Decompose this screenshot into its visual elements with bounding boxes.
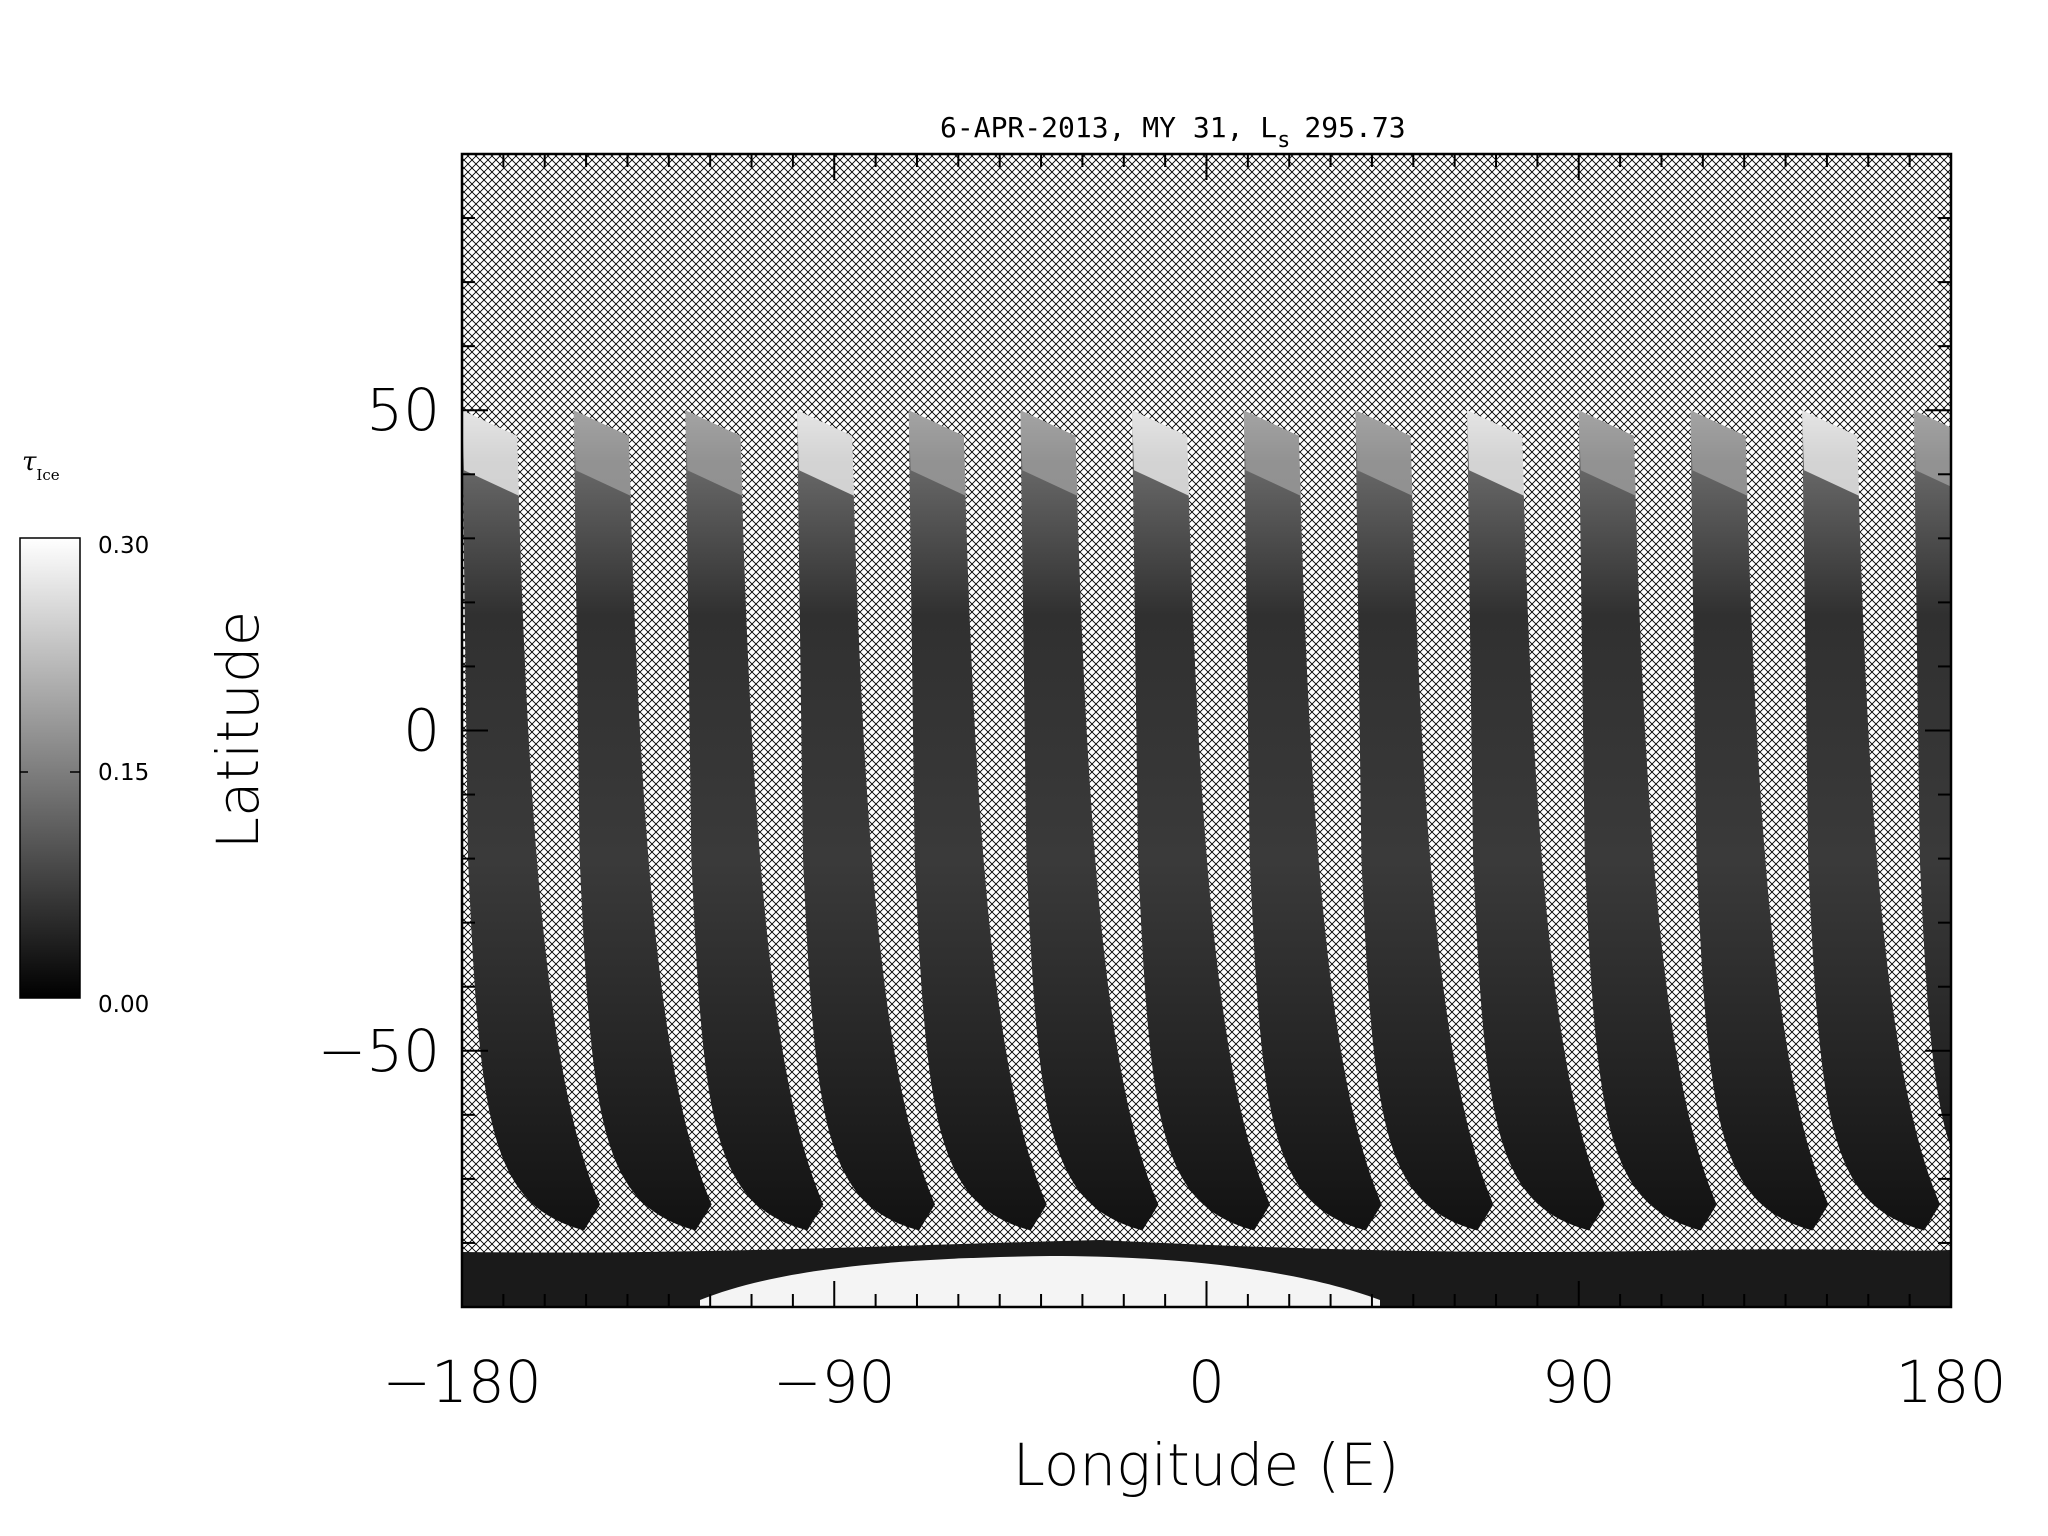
- x-axis-label: Longitude (E): [1013, 1431, 1400, 1499]
- y-tick-label: −50: [318, 1017, 440, 1085]
- colorbar: [19, 537, 81, 999]
- swath-ice-cap-1: [573, 410, 631, 496]
- swath-1: [573, 410, 712, 1231]
- x-tick-label: 0: [1188, 1348, 1225, 1416]
- swath-13: [1913, 410, 1951, 1149]
- x-tick-label: −90: [773, 1348, 895, 1416]
- swath-ice-cap-0: [462, 410, 520, 496]
- swath-10: [1578, 410, 1717, 1231]
- x-tick-label: 180: [1896, 1348, 2007, 1416]
- y-tick-label: 50: [366, 376, 440, 444]
- x-tick-label: −180: [382, 1348, 541, 1416]
- minor-ticks: [462, 153, 1951, 1308]
- swath-4: [908, 410, 1047, 1231]
- swath-0: [462, 410, 600, 1231]
- x-tick-label: 90: [1542, 1348, 1616, 1416]
- south-polar-bright-patch: [700, 1256, 1380, 1307]
- swath-ice-cap-12: [1802, 410, 1860, 496]
- swath-2: [685, 410, 824, 1231]
- chart-title: 6-APR-2013, MY 31, Ls 295.73: [940, 111, 1406, 153]
- colorbar-tick-mid: 0.15: [98, 760, 149, 786]
- swath-8: [1355, 410, 1494, 1231]
- swath-12: [1802, 410, 1941, 1231]
- colorbar-tick-min: 0.00: [98, 992, 149, 1018]
- swath-ice-cap-6: [1132, 410, 1190, 496]
- swath-ice-cap-11: [1690, 410, 1748, 496]
- swath-ice-cap-9: [1467, 410, 1525, 496]
- swath-ice-cap-4: [908, 410, 966, 496]
- swath-ice-cap-2: [685, 410, 743, 496]
- swath-ice-cap-5: [1020, 410, 1078, 496]
- swath-ice-cap-3: [797, 410, 855, 496]
- swath-group: [462, 410, 1951, 1231]
- swath-9: [1467, 410, 1606, 1231]
- swath-ice-cap-10: [1578, 410, 1636, 496]
- y-axis-label: Latitude: [204, 611, 272, 850]
- swath-ice-cap-13: [1913, 410, 1951, 487]
- major-ticks: [461, 154, 1952, 1307]
- swath-ice-cap-8: [1355, 410, 1413, 496]
- colorbar-tick-max: 0.30: [98, 533, 149, 559]
- y-tick-label: 0: [403, 697, 440, 765]
- swath-3: [797, 410, 936, 1231]
- swath-7: [1243, 410, 1382, 1231]
- swath-11: [1690, 410, 1829, 1231]
- colorbar-label: τIce: [22, 447, 60, 484]
- swath-6: [1132, 410, 1271, 1231]
- swath-5: [1020, 410, 1159, 1231]
- swath-ice-cap-7: [1243, 410, 1301, 496]
